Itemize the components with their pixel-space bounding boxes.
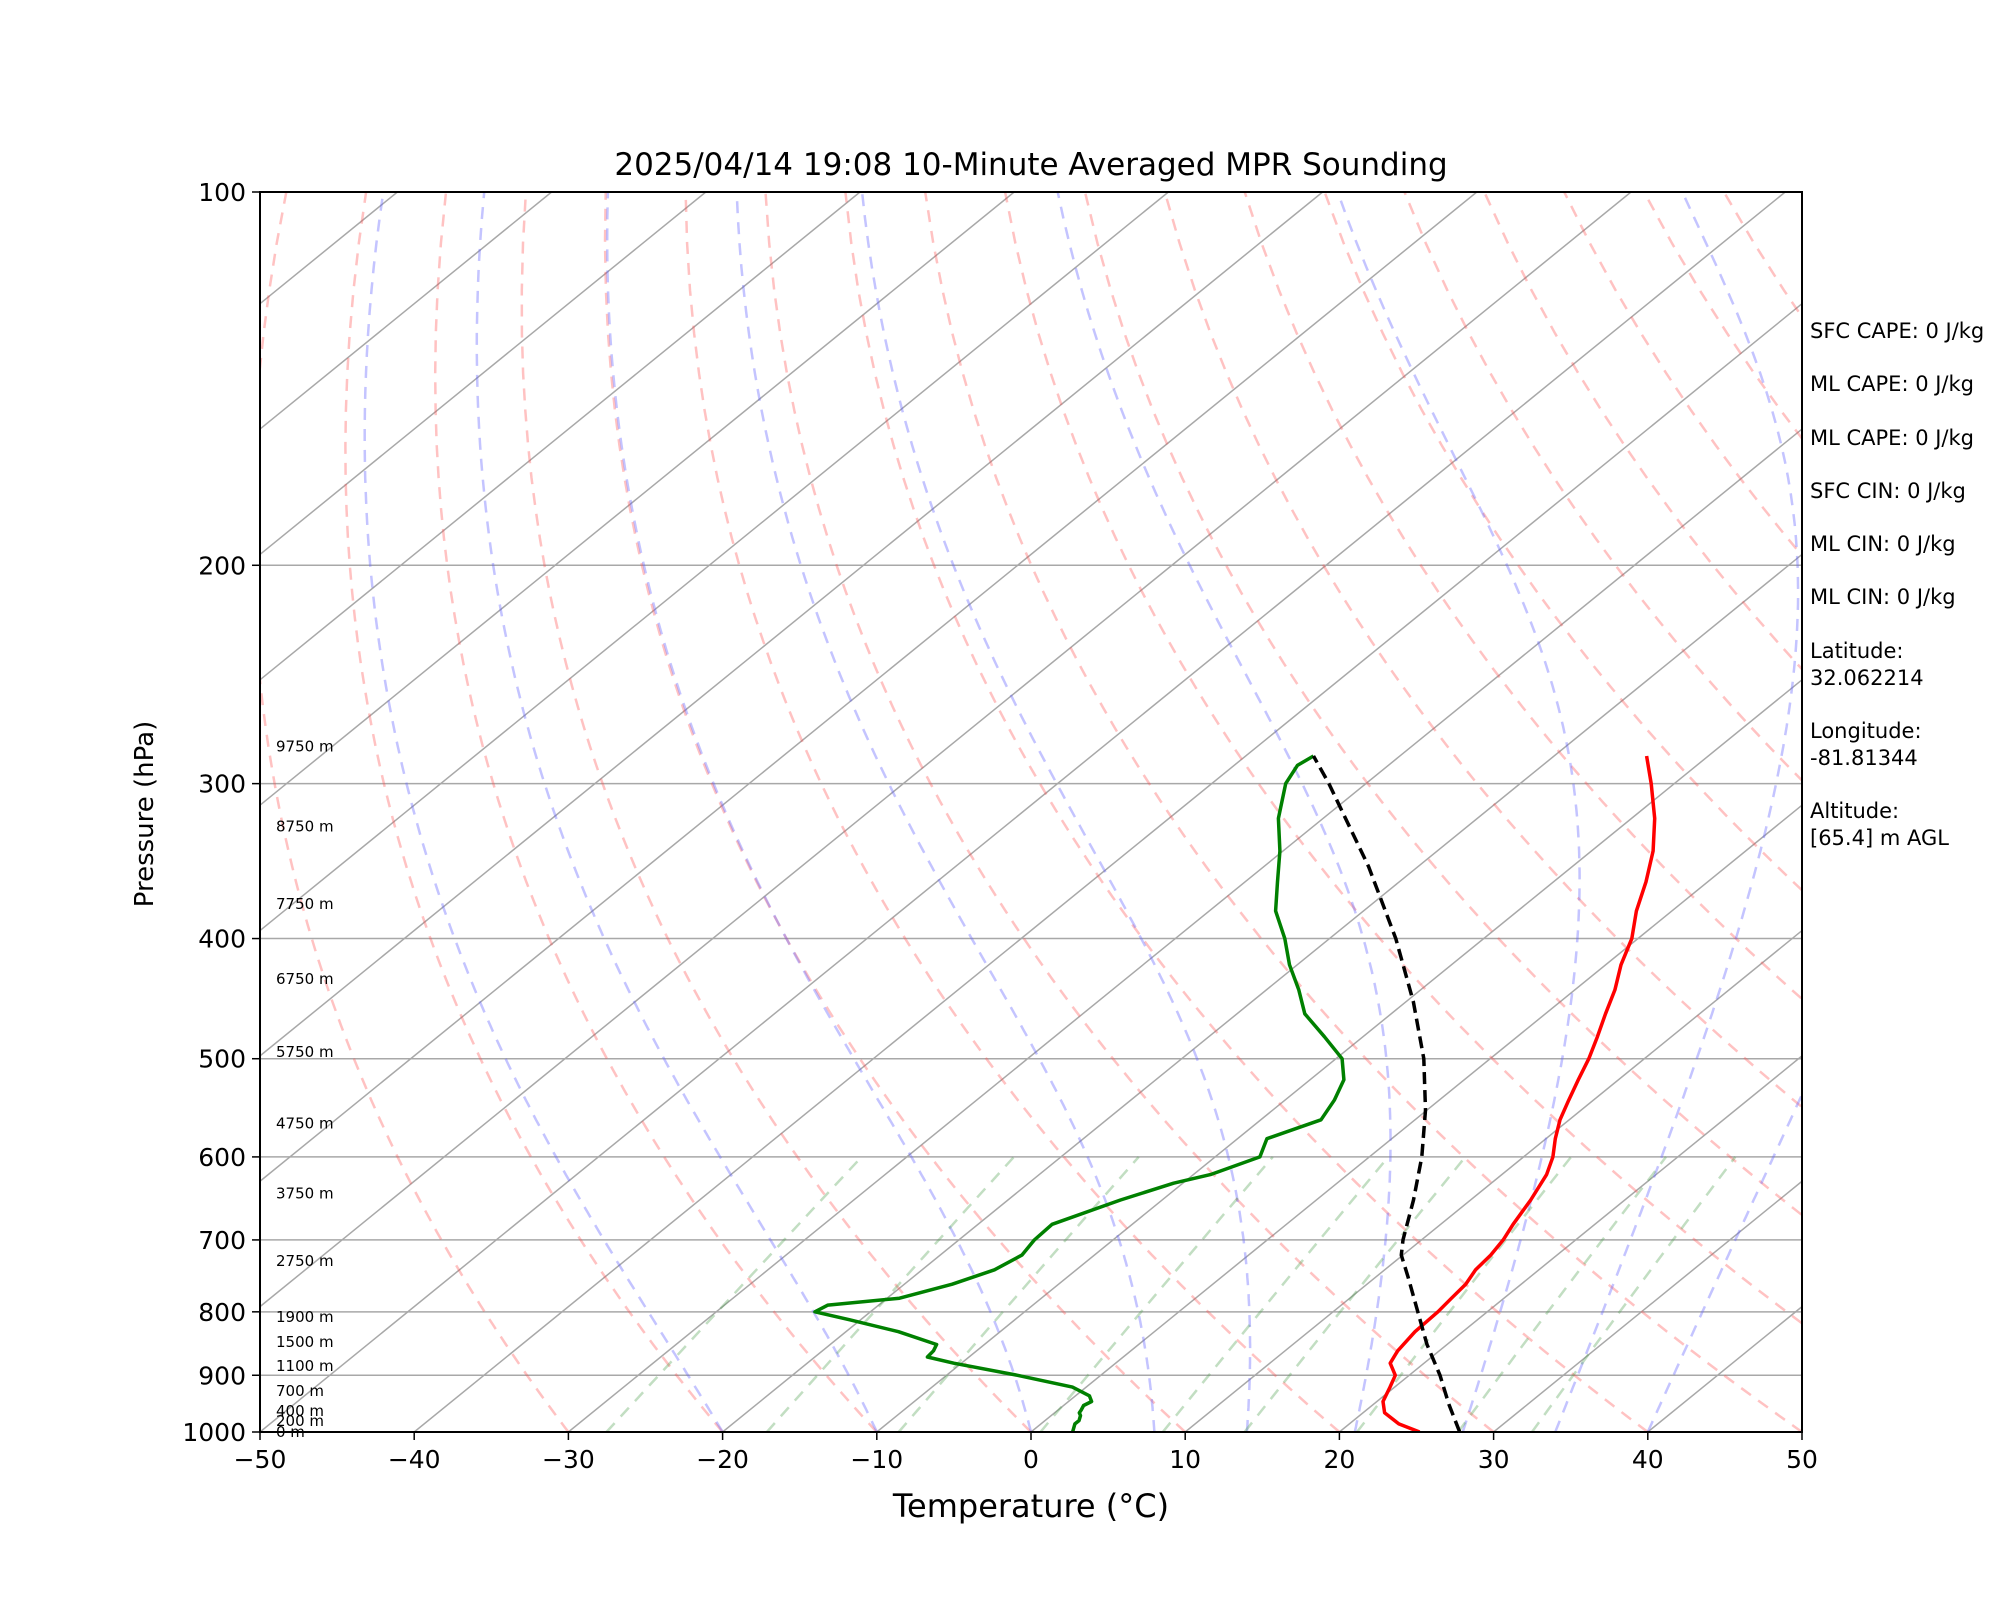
dry-adiabat	[344, 192, 724, 1432]
x-axis-label: Temperature (°C)	[892, 1487, 1169, 1525]
dry-adiabat	[1403, 192, 1802, 783]
isotherm-line	[1338, 1054, 1802, 1432]
mixing-ratio-line	[1243, 1156, 1467, 1432]
mixing-ratio-line	[765, 1156, 1015, 1432]
height-label: 1500 m	[276, 1333, 334, 1351]
mixing-ratio-line	[605, 1156, 863, 1432]
dry-adiabat	[1323, 192, 1802, 892]
height-label: 2750 m	[276, 1252, 334, 1270]
dry-adiabat	[844, 192, 1649, 1432]
temperature-profile	[1381, 755, 1657, 1432]
moist-adiabat	[1336, 192, 1581, 1432]
dry-adiabat	[923, 192, 1802, 1432]
isotherm-line	[260, 192, 1015, 807]
x-tick-label: 10	[1169, 1445, 1201, 1474]
isotherm-line	[0, 192, 89, 1432]
y-tick-label: 900	[198, 1361, 246, 1390]
moist-adiabat	[475, 192, 878, 1432]
isotherm-line	[260, 192, 1169, 932]
x-tick-label: −50	[234, 1445, 287, 1474]
isotherm-line	[876, 678, 1802, 1432]
dewpoint-profile	[813, 754, 1346, 1432]
height-label: 6750 m	[276, 970, 334, 988]
x-tick-label: −30	[542, 1445, 595, 1474]
isotherm-line	[260, 192, 553, 431]
x-tick-label: −20	[696, 1445, 749, 1474]
y-tick-label: 700	[198, 1226, 246, 1255]
height-label: 0 m	[276, 1423, 305, 1441]
y-tick-label: 600	[198, 1143, 246, 1172]
y-tick-label: 100	[198, 178, 246, 207]
x-tick-label: 20	[1323, 1445, 1355, 1474]
moist-adiabat	[605, 192, 1033, 1432]
height-label: 9750 m	[276, 737, 334, 755]
isotherm-line	[567, 428, 1802, 1432]
height-label: 700 m	[276, 1382, 324, 1400]
info-entry: ML CAPE: 0 J/kg	[1810, 372, 1975, 396]
height-label: 7750 m	[276, 895, 334, 913]
height-label: 4750 m	[276, 1115, 334, 1133]
isotherm-line	[260, 192, 1786, 1432]
dry-adiabat	[520, 192, 1032, 1432]
moist-adiabat	[363, 192, 724, 1432]
x-tick-label: −10	[850, 1445, 903, 1474]
height-label: 8750 m	[276, 818, 334, 836]
moist-adiabat	[735, 192, 1156, 1432]
height-label: 1100 m	[276, 1357, 334, 1375]
moist-adiabat	[1056, 192, 1392, 1432]
isotherm-line	[260, 192, 707, 556]
isotherm-line	[260, 192, 861, 681]
isotherm-line	[1184, 929, 1802, 1432]
info-entry: SFC CIN: 0 J/kg	[1810, 479, 1966, 503]
mixing-ratio-line	[1530, 1156, 1737, 1432]
parcel-profile	[1311, 755, 1462, 1432]
y-tick-label: 500	[198, 1045, 246, 1074]
chart-title: 2025/04/14 19:08 10-Minute Averaged MPR …	[614, 147, 1447, 183]
height-label: 5750 m	[276, 1043, 334, 1061]
x-tick-label: −40	[388, 1445, 441, 1474]
dry-adiabat	[1003, 192, 1802, 1325]
height-label: 400 m	[276, 1402, 324, 1420]
dry-adiabat	[433, 192, 878, 1432]
dry-adiabat	[1243, 192, 1802, 1001]
isotherm-line	[722, 553, 1802, 1432]
dry-adiabat	[684, 192, 1341, 1432]
moist-adiabat	[1554, 192, 1800, 1432]
y-tick-label: 300	[198, 770, 246, 799]
x-tick-label: 0	[1023, 1445, 1039, 1474]
info-entry: ML CAPE: 0 J/kg	[1810, 426, 1975, 450]
y-tick-label: 400	[198, 925, 246, 954]
y-tick-label: 200	[198, 551, 246, 580]
isotherm-line	[1030, 804, 1802, 1432]
info-entry: Altitude: [65.4] m AGL	[1810, 799, 1949, 850]
y-axis-label: Pressure (hPa)	[130, 721, 160, 908]
info-entry: SFC CAPE: 0 J/kg	[1810, 319, 1985, 343]
x-tick-label: 30	[1478, 1445, 1510, 1474]
info-entry: Latitude: 32.062214	[1810, 639, 1924, 690]
height-label: 1900 m	[276, 1308, 334, 1326]
y-tick-label: 800	[198, 1298, 246, 1327]
mixing-ratio-line	[1161, 1156, 1390, 1432]
mixing-ratio-line	[897, 1156, 1140, 1432]
x-tick-label: 40	[1632, 1445, 1664, 1474]
info-entry: ML CIN: 0 J/kg	[1810, 585, 1956, 609]
mixing-ratio-line	[1039, 1156, 1274, 1432]
height-label: 3750 m	[276, 1184, 334, 1202]
isotherm-line	[413, 302, 1802, 1432]
mixing-ratio-line	[1457, 1156, 1667, 1432]
info-entry: ML CIN: 0 J/kg	[1810, 532, 1956, 556]
isotherm-line	[260, 192, 1324, 1057]
height-label: 200 m	[276, 1412, 324, 1430]
moist-adiabat	[860, 192, 1252, 1432]
dry-adiabat	[260, 192, 570, 1432]
isotherm-line	[260, 192, 1478, 1183]
isotherm-line	[1493, 1180, 1802, 1432]
info-entry: Longitude: -81.81344	[1810, 719, 1922, 770]
x-tick-label: 50	[1786, 1445, 1818, 1474]
dry-adiabat	[764, 192, 1495, 1432]
y-tick-label: 1000	[182, 1418, 246, 1447]
isotherm-line	[260, 192, 1632, 1308]
dry-adiabat	[603, 192, 1187, 1432]
